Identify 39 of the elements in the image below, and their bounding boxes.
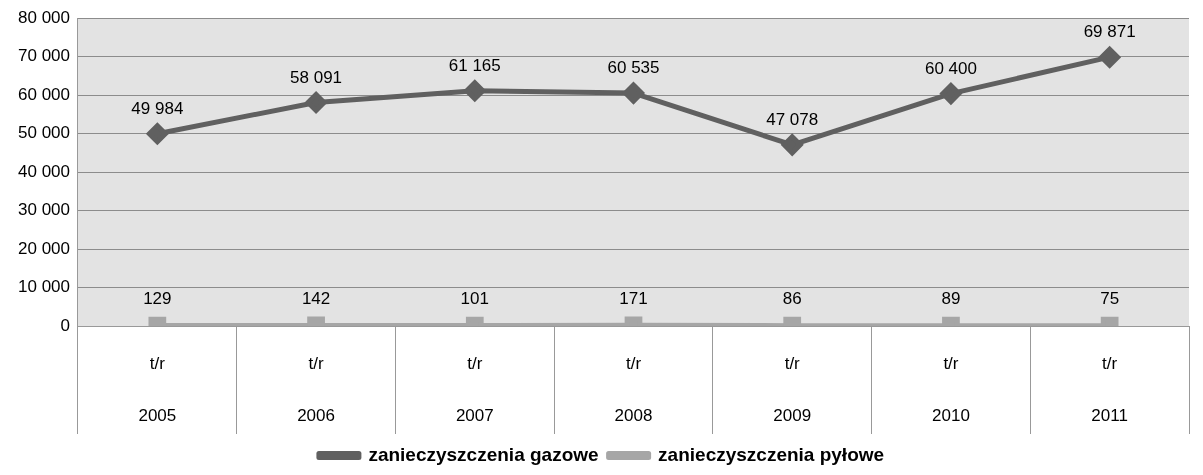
category-label: t/r 2011 [1091,353,1128,425]
point [146,123,168,145]
y-tick-label: 30 000 [18,200,70,220]
data-label: 49 984 [131,98,184,118]
point [464,80,486,102]
data-label: 89 [941,288,961,308]
legend-label: zanieczyszczenia gazowe [368,443,599,465]
data-label: 86 [782,288,802,308]
y-tick-label: 10 000 [18,277,70,297]
data-label: 129 [143,288,172,308]
data-label: 101 [460,288,489,308]
y-tick-label: 40 000 [18,161,70,181]
y-tick-label: 60 000 [18,84,70,104]
y-tick-label: 80 000 [18,7,70,27]
point [940,83,962,105]
category-label: t/r 2007 [455,353,494,425]
category-label: t/r 2008 [614,353,653,425]
point [1099,46,1121,68]
data-label: 69 871 [1083,22,1136,42]
data-label: 60 400 [924,58,977,78]
point [623,82,644,104]
category-label: t/r 2009 [773,353,812,425]
y-tick-label: 0 [60,315,70,335]
data-label: 171 [619,288,648,308]
data-label: 142 [301,288,331,308]
data-label: 60 535 [607,58,660,78]
legend-label: zanieczyszczenia pyłowe [658,443,885,465]
y-tick-label: 50 000 [18,123,70,143]
category-label: t/r 2006 [297,353,335,425]
point [781,134,803,156]
point [305,92,327,113]
y-tick-label: 70 000 [18,46,70,66]
category-label: t/r 2010 [932,353,970,425]
category-label: t/r 2005 [138,353,177,425]
data-label: 61 165 [448,55,501,75]
data-label: 75 [1100,288,1120,308]
data-label: 47 078 [766,110,819,130]
y-tick-label: 20 000 [18,238,70,258]
data-label: 58 091 [290,67,343,87]
